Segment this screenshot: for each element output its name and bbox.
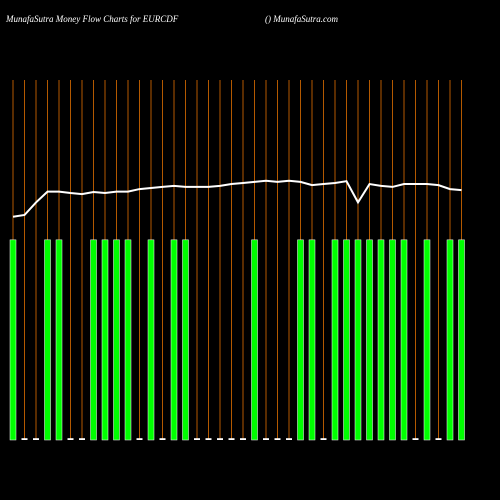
- bar: [182, 239, 189, 441]
- bar: [389, 239, 396, 441]
- bar: [33, 438, 39, 440]
- bar: [412, 438, 419, 440]
- bar: [446, 239, 454, 441]
- bar: [400, 239, 408, 441]
- bar: [251, 239, 258, 441]
- bar: [458, 239, 465, 441]
- bar: [90, 239, 97, 441]
- line: [12, 179, 462, 218]
- bar: [331, 239, 339, 441]
- bar: [194, 438, 200, 440]
- bar: [113, 239, 120, 441]
- bar: [55, 239, 63, 441]
- bar: [21, 438, 28, 440]
- bar: [228, 438, 235, 440]
- bar: [308, 239, 316, 441]
- bar: [286, 438, 292, 440]
- bar: [205, 438, 212, 440]
- bar: [67, 438, 74, 440]
- bar: [124, 239, 132, 441]
- bar: [366, 239, 373, 441]
- bar: [274, 438, 281, 440]
- bar: [159, 438, 166, 440]
- bar: [354, 239, 362, 441]
- bar: [170, 239, 178, 441]
- chart-subtitle: () MunafaSutra.com: [265, 14, 338, 24]
- bar: [240, 438, 246, 440]
- bar: [263, 438, 269, 440]
- bar: [217, 438, 223, 440]
- bar: [320, 438, 327, 440]
- bar: [423, 239, 431, 441]
- bar: [297, 239, 304, 441]
- bar: [44, 239, 51, 441]
- bar: [147, 239, 155, 441]
- bar: [9, 239, 17, 441]
- bar: [377, 239, 385, 441]
- chart-title: MunafaSutra Money Flow Charts for EURCDF: [5, 14, 179, 24]
- bar: [136, 438, 143, 440]
- bar: [343, 239, 350, 441]
- bar: [101, 239, 109, 441]
- bar: [435, 438, 442, 440]
- bar: [79, 438, 85, 440]
